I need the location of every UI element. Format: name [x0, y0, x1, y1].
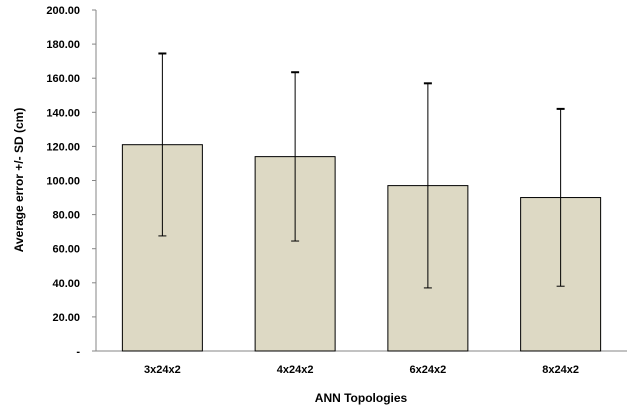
y-tick-label: 140.00: [46, 107, 80, 119]
y-tick-group: - 20.00 40.00 60.00 80.00 100.00 120.00 140.00 1…: [46, 5, 96, 358]
y-tick-label: 80.00: [52, 210, 80, 222]
y-tick-label: 180.00: [46, 39, 80, 51]
y-tick-label: 200.00: [46, 5, 80, 17]
y-tick-label: 120.00: [46, 141, 80, 153]
x-tick-label: 4x24x2: [277, 364, 314, 376]
y-tick-label: -: [76, 346, 80, 358]
y-tick-label: 60.00: [52, 244, 80, 256]
x-tick-group: 3x24x2 4x24x2 6x24x2 8x24x2: [144, 364, 579, 376]
x-tick-label: 8x24x2: [542, 364, 579, 376]
y-axis-title: Average error +/- SD (cm): [12, 108, 26, 253]
bar-group: [121, 52, 602, 352]
y-tick-label: 40.00: [52, 278, 80, 290]
y-tick-label: 100.00: [46, 176, 80, 188]
y-tick-label: 20.00: [52, 312, 80, 324]
x-tick-label: 6x24x2: [410, 364, 447, 376]
x-axis-title: ANN Topologies: [315, 391, 408, 405]
x-tick-label: 3x24x2: [144, 364, 181, 376]
y-tick-label: 160.00: [46, 73, 80, 85]
